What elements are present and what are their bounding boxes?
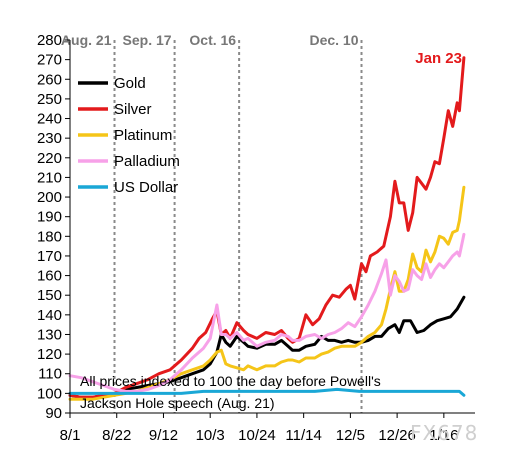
legend-label-2: Platinum bbox=[114, 127, 172, 144]
y-tick-label-1: 100 bbox=[37, 385, 62, 402]
x-tick-label-7: 12/26 bbox=[378, 427, 416, 444]
marker-label-3: Dec. 10 bbox=[309, 32, 358, 48]
index-note-line-1: Jackson Hole speech (Aug. 21) bbox=[80, 395, 275, 411]
y-tick-label-6: 150 bbox=[37, 287, 62, 304]
x-tick-label-3: 10/3 bbox=[196, 427, 225, 444]
legend-label-1: Silver bbox=[114, 101, 152, 118]
y-tick-label-18: 270 bbox=[37, 52, 62, 69]
x-tick-label-6: 12/5 bbox=[336, 427, 365, 444]
index-note-line-0: All prices indexed to 100 the day before… bbox=[80, 373, 381, 389]
y-tick-label-7: 160 bbox=[37, 268, 62, 285]
legend-label-4: US Dollar bbox=[114, 179, 178, 196]
index-note: All prices indexed to 100 the day before… bbox=[80, 373, 381, 411]
y-tick-label-12: 210 bbox=[37, 169, 62, 186]
y-tick-label-19: 280 bbox=[37, 32, 62, 49]
x-tick-label-8: 1/16 bbox=[429, 427, 458, 444]
x-tick-label-4: 10/24 bbox=[238, 427, 276, 444]
y-tick-label-8: 170 bbox=[37, 248, 62, 265]
y-tick-label-11: 200 bbox=[37, 189, 62, 206]
x-tick-label-0: 8/1 bbox=[60, 427, 81, 444]
chart-axes: 90 100 110 120 130 140 150 160 170 180 190 200 210 22… bbox=[37, 32, 475, 444]
legend: Gold Silver Platinum Palladium US Dollar bbox=[78, 75, 180, 196]
event-marker-lines: Aug. 21 Sep. 17 Oct. 16 Dec. 10 bbox=[61, 32, 363, 413]
annotation-jan-23: Jan 23 bbox=[415, 50, 462, 67]
x-tick-label-5: 11/14 bbox=[285, 427, 321, 444]
y-tick-label-10: 190 bbox=[37, 209, 62, 226]
y-tick-label-14: 230 bbox=[37, 130, 62, 147]
legend-label-3: Palladium bbox=[114, 153, 180, 170]
y-tick-label-9: 180 bbox=[37, 228, 62, 245]
y-tick-label-5: 140 bbox=[37, 307, 62, 324]
series-lines bbox=[68, 56, 466, 401]
y-tick-label-16: 250 bbox=[37, 91, 62, 108]
x-tick-label-1: 8/22 bbox=[102, 427, 131, 444]
y-tick-label-3: 120 bbox=[37, 346, 62, 363]
watermark-logo: FX678 bbox=[410, 421, 478, 445]
marker-label-2: Oct. 16 bbox=[189, 32, 236, 48]
y-tick-label-2: 110 bbox=[38, 366, 62, 383]
series-line-1 bbox=[68, 56, 466, 399]
y-tick-label-4: 130 bbox=[37, 326, 62, 343]
series-line-3 bbox=[68, 232, 466, 393]
marker-label-0: Aug. 21 bbox=[61, 32, 112, 48]
x-tick-label-2: 9/12 bbox=[149, 427, 178, 444]
series-line-2 bbox=[68, 185, 466, 401]
y-tick-label-13: 220 bbox=[37, 150, 62, 167]
y-tick-label-0: 90 bbox=[45, 405, 62, 422]
y-tick-label-17: 260 bbox=[37, 71, 62, 88]
legend-label-0: Gold bbox=[114, 75, 146, 92]
series-line-4 bbox=[68, 387, 466, 397]
marker-label-1: Sep. 17 bbox=[123, 32, 172, 48]
y-tick-label-15: 240 bbox=[37, 111, 62, 128]
